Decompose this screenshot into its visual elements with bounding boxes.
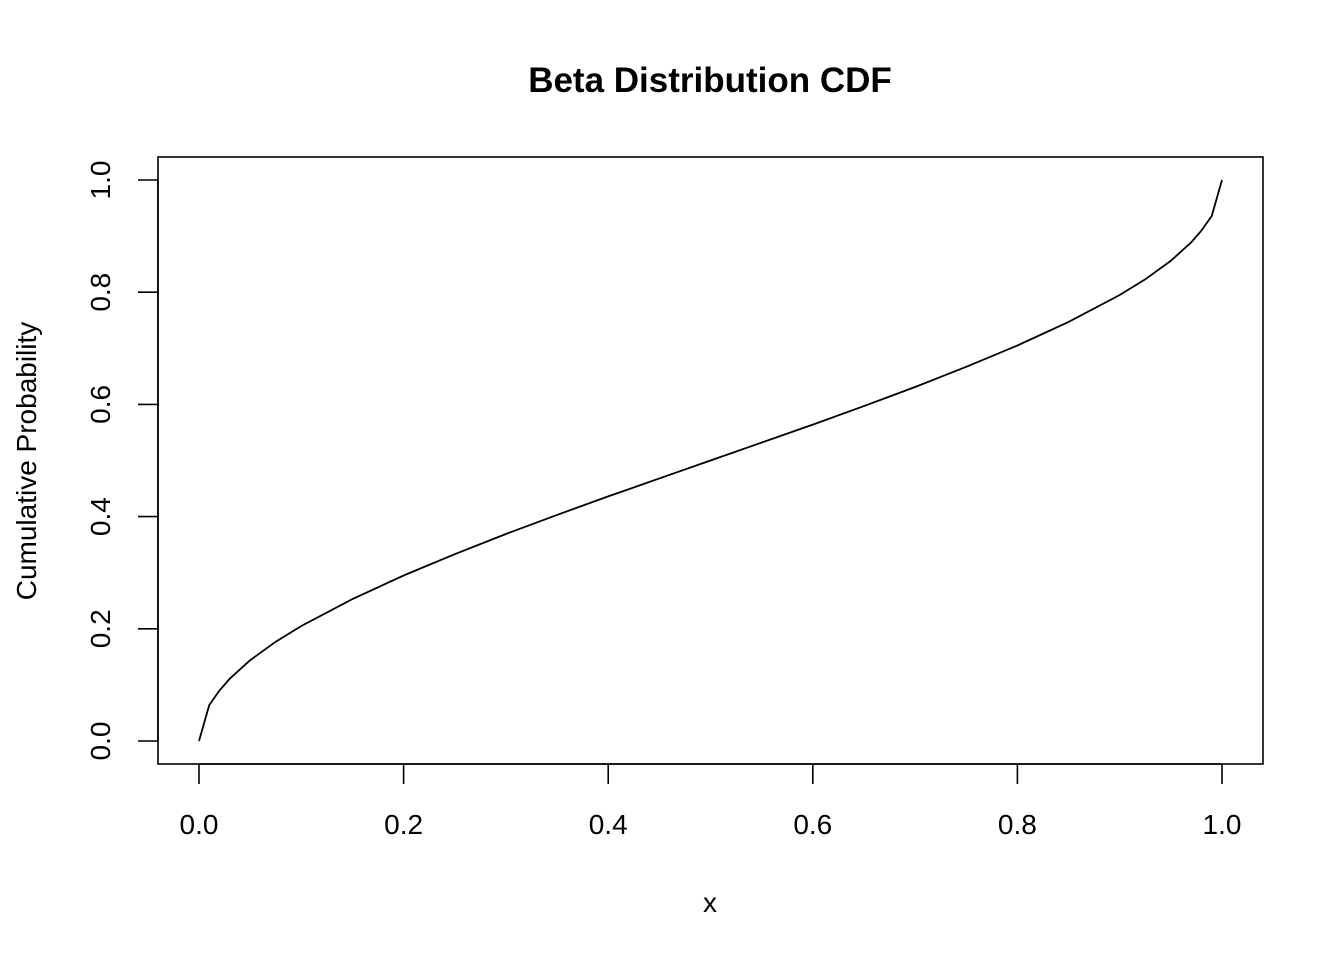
y-tick-label: 1.0 <box>85 161 116 200</box>
y-tick-label: 0.4 <box>85 497 116 536</box>
x-tick-label: 0.8 <box>998 809 1037 840</box>
y-tick-label: 0.8 <box>85 273 116 312</box>
x-axis-label: x <box>703 887 717 918</box>
x-axis: 0.0 0.2 0.4 0.6 0.8 1.0 <box>180 763 1242 840</box>
x-tick-label: 0.4 <box>589 809 628 840</box>
x-tick-label: 0.0 <box>180 809 219 840</box>
y-tick-label: 0.0 <box>85 722 116 761</box>
y-axis-label: Cumulative Probability <box>11 322 42 601</box>
x-tick-label: 1.0 <box>1203 809 1242 840</box>
cdf-series-line <box>198 179 1223 742</box>
y-tick-label: 0.6 <box>85 385 116 424</box>
y-tick-label: 0.2 <box>85 609 116 648</box>
x-tick-label: 0.6 <box>793 809 832 840</box>
y-axis: 0.0 0.2 0.4 0.6 0.8 1.0 <box>85 161 159 761</box>
x-tick-label: 0.2 <box>384 809 423 840</box>
chart-title: Beta Distribution CDF <box>528 61 892 100</box>
